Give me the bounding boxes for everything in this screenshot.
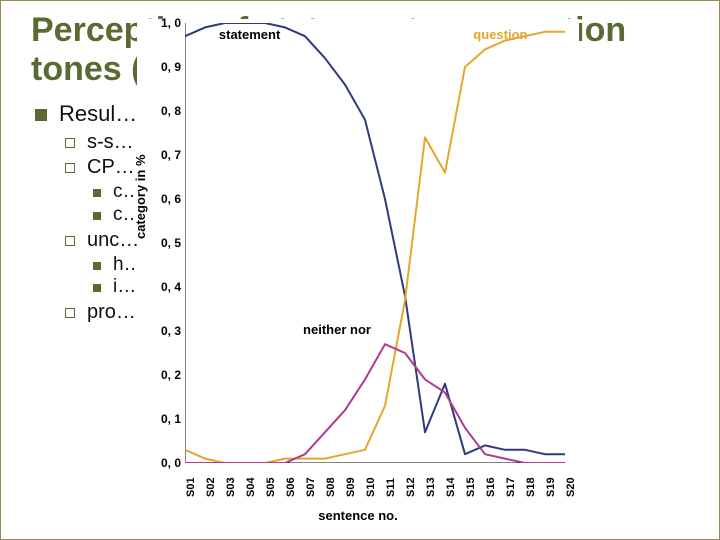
xtick-label: S10 xyxy=(365,477,377,497)
x-axis-label: sentence no. xyxy=(137,508,579,523)
xtick-label: S06 xyxy=(285,477,297,497)
ytick-label: 0, 6 xyxy=(147,192,181,206)
xtick-label: S05 xyxy=(265,477,277,497)
xtick-label: S18 xyxy=(525,477,537,497)
bullet-l2-text: CP… xyxy=(87,156,135,178)
ytick-label: 0, 0 xyxy=(147,456,181,470)
xtick-label: S13 xyxy=(425,477,437,497)
ytick-label: 0, 9 xyxy=(147,60,181,74)
ytick-label: 0, 1 xyxy=(147,412,181,426)
xtick-label: S12 xyxy=(405,477,417,497)
bullet-l2-text: unc… xyxy=(87,229,139,251)
chart-svg xyxy=(185,23,565,463)
ytick-label: 0, 2 xyxy=(147,368,181,382)
ytick-label: 0, 4 xyxy=(147,280,181,294)
bullet-l3-text: i… xyxy=(113,276,136,297)
xtick-label: S09 xyxy=(345,477,357,497)
xtick-label: S04 xyxy=(245,477,257,497)
ytick-label: 0, 3 xyxy=(147,324,181,338)
slide-root: Perception of statement vs. question ton… xyxy=(0,0,720,540)
bullet-l1-text: Resul… xyxy=(59,101,137,126)
bullet-l2-text: s-s… xyxy=(87,131,134,153)
xtick-label: S20 xyxy=(565,477,577,497)
xtick-label: S01 xyxy=(185,477,197,497)
ytick-label: 1, 0 xyxy=(147,16,181,30)
ytick-label: 0, 7 xyxy=(147,148,181,162)
chart-plot-area: 0, 00, 10, 20, 30, 40, 50, 60, 70, 80, 9… xyxy=(185,23,565,463)
xtick-label: S15 xyxy=(465,477,477,497)
xtick-label: S02 xyxy=(205,477,217,497)
chart-container: 0, 0 0, 1 0, 2 0, 3 0, 4 0, 5 0, 6 0, 7 0, 8 0, 9… xyxy=(137,19,579,525)
xtick-label: S17 xyxy=(505,477,517,497)
series-label-neither: neither nor xyxy=(303,322,371,337)
ytick-label: 0, 8 xyxy=(147,104,181,118)
xtick-label: S07 xyxy=(305,477,317,497)
xtick-label: S03 xyxy=(225,477,237,497)
xtick-label: S16 xyxy=(485,477,497,497)
xtick-label: S14 xyxy=(445,477,457,497)
xtick-label: S19 xyxy=(545,477,557,497)
xtick-group: S01 S02 S03 S04 S05 S06 S07 S08 S09 S10 S11 S12 S13 S… xyxy=(185,467,565,507)
xtick-label: S11 xyxy=(385,478,397,497)
xtick-label: S08 xyxy=(325,477,337,497)
ytick-label: 0, 5 xyxy=(147,236,181,250)
series-label-statement: statement xyxy=(219,27,280,42)
series-label-question: question xyxy=(473,27,527,42)
y-axis-label: category in % xyxy=(133,154,148,239)
